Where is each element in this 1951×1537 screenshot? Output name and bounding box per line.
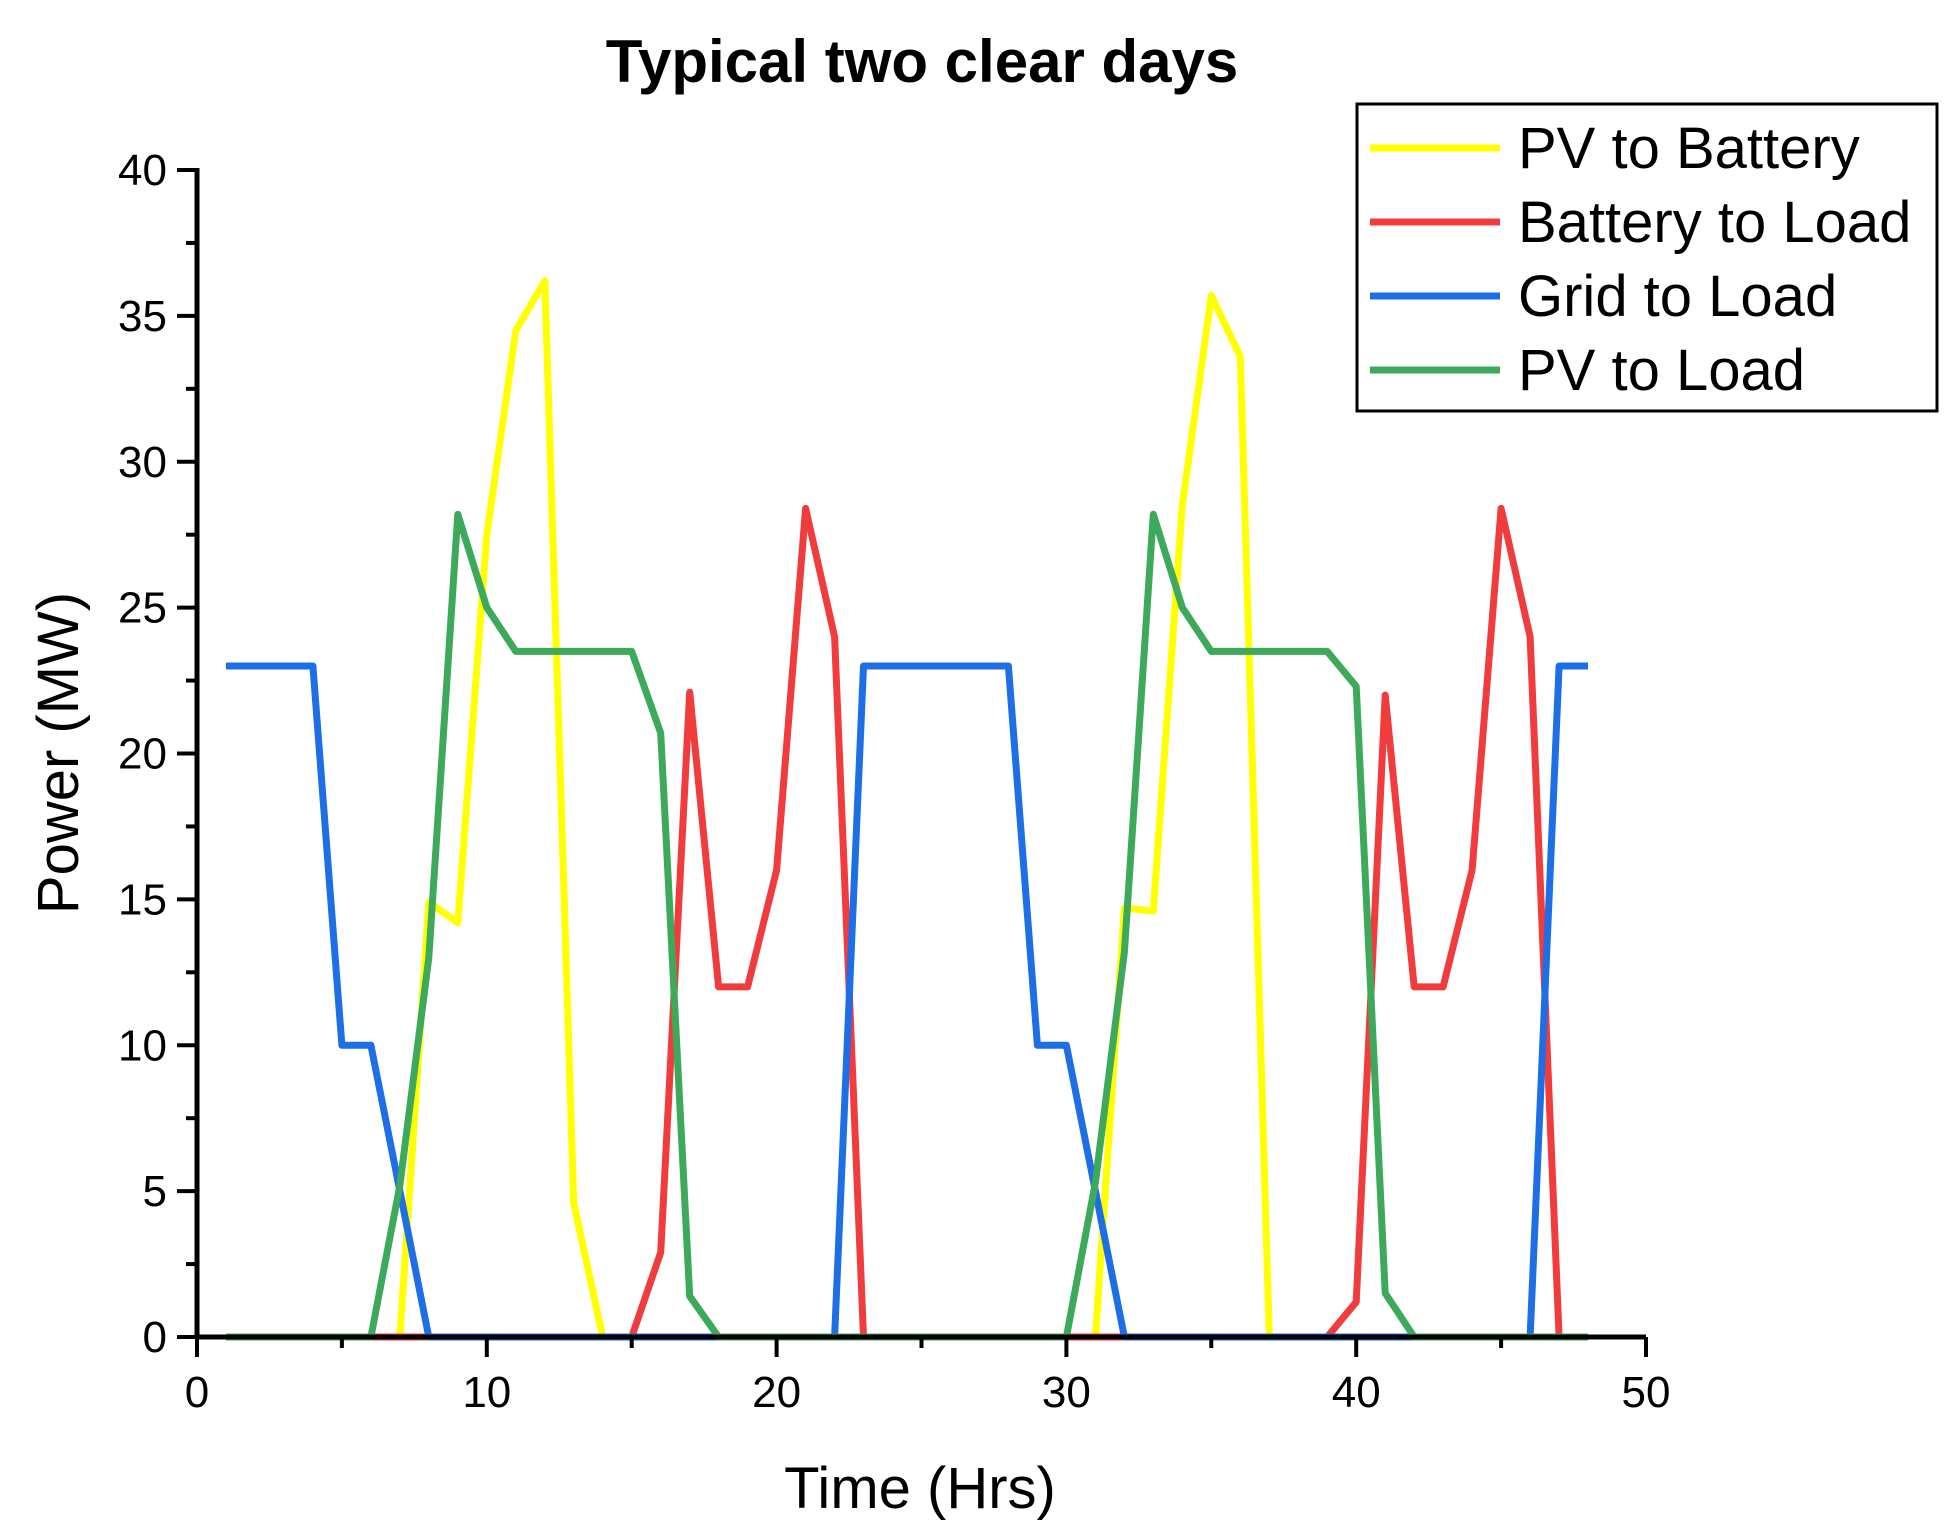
legend: PV to Battery Battery to Load Grid to Load… [1355,102,1939,413]
series-line-pv-to-load [226,510,1588,1341]
y-tick-label: 5 [143,1167,167,1216]
y-ticks: 0 5 10 15 20 25 30 35 40 [118,146,197,1362]
x-tick-label: 50 [1622,1368,1671,1417]
y-tick-label: 15 [118,875,167,924]
legend-label: PV to Battery [1518,116,1860,181]
x-tick-label: 30 [1042,1368,1091,1417]
legend-entries: PV to Battery Battery to Load Grid to Load… [1370,116,1911,403]
chart-title: Typical two clear days [606,28,1239,95]
x-tick-label: 20 [752,1368,801,1417]
legend-label: Grid to Load [1518,264,1837,329]
legend-entry-pv-to-battery: PV to Battery [1370,116,1860,181]
y-tick-label: 35 [118,292,167,341]
y-tick-label: 10 [118,1021,167,1070]
x-ticks: 0 10 20 30 40 50 [185,1337,1671,1417]
y-tick-label: 20 [118,730,167,779]
legend-label: PV to Load [1518,338,1805,403]
y-tick-label: 40 [118,146,167,195]
series-group [226,277,1588,1341]
legend-box [1355,102,1939,413]
legend-entry-grid-to-load: Grid to Load [1370,264,1837,329]
legend-entry-pv-to-load: PV to Load [1370,338,1805,403]
x-tick-label: 40 [1332,1368,1381,1417]
legend-label: Battery to Load [1518,190,1911,255]
x-axis-label: Time (Hrs) [784,1456,1056,1521]
series-line-pv-to-battery [226,277,1588,1341]
x-tick-label: 10 [462,1368,511,1417]
x-tick-label: 0 [185,1368,209,1417]
y-tick-label: 0 [143,1313,167,1362]
legend-entry-battery-to-load: Battery to Load [1370,190,1911,255]
y-axis-label: Power (MW) [26,592,91,914]
y-tick-label: 25 [118,584,167,633]
y-tick-label: 30 [118,438,167,487]
